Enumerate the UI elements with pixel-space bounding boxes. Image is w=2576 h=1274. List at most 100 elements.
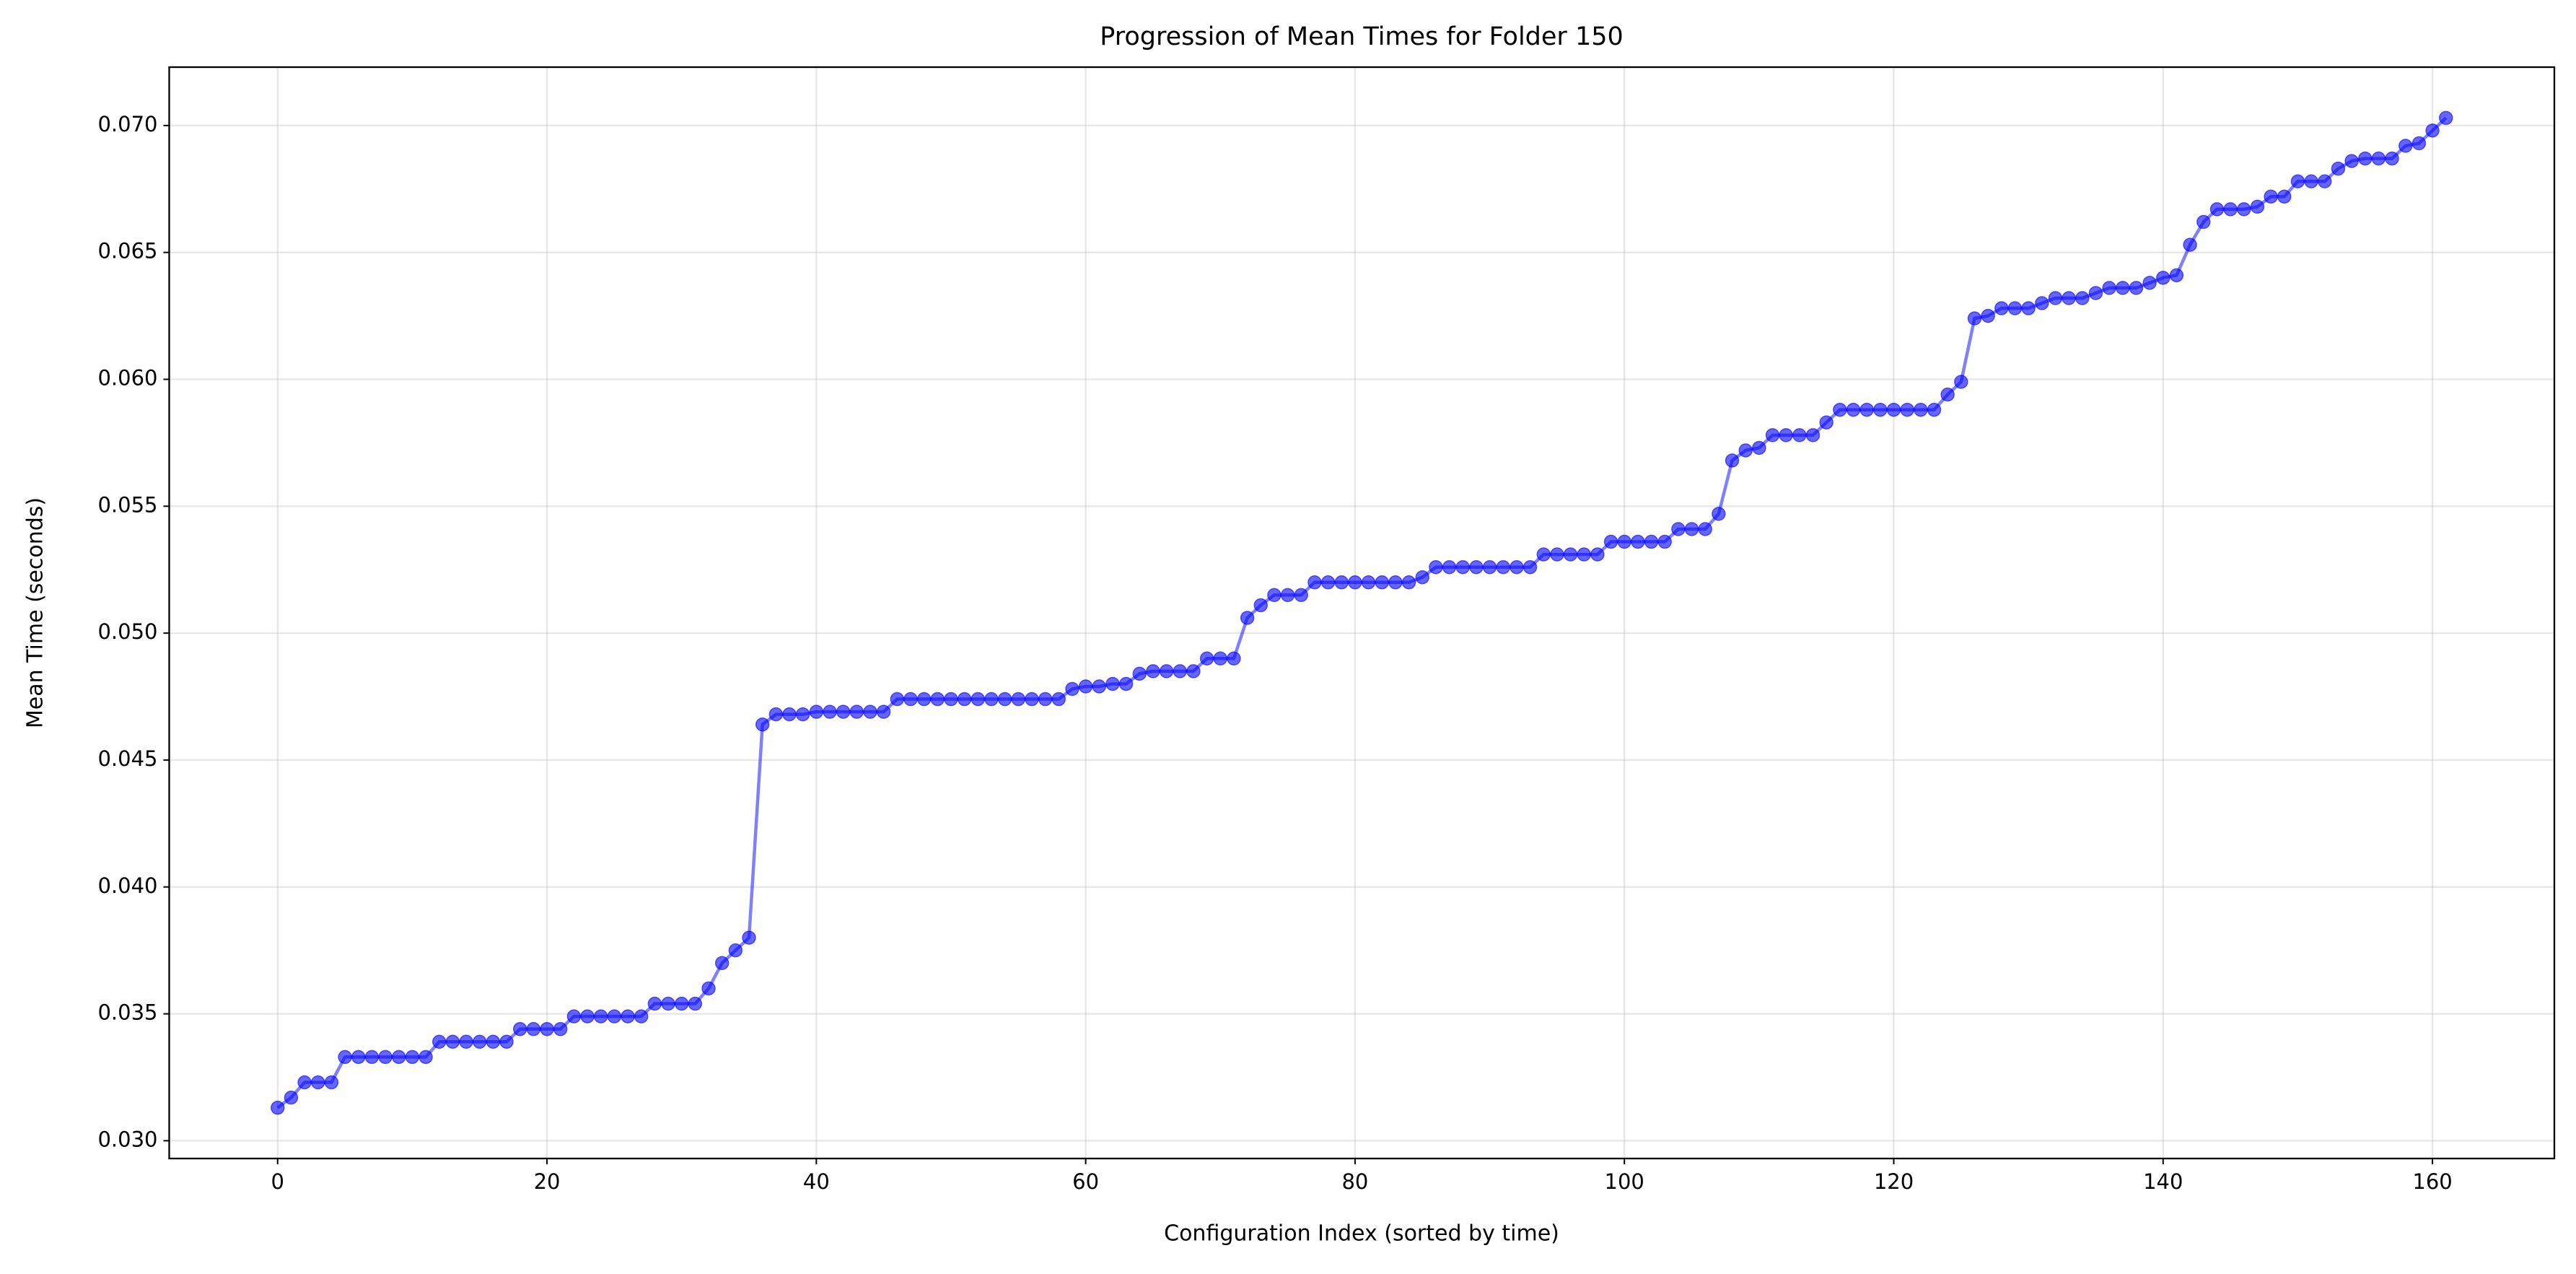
data-point [916, 691, 932, 707]
data-point [1510, 559, 1524, 575]
data-point [2398, 139, 2413, 153]
y-tick-label: 0.065 [97, 239, 157, 263]
data-point [2290, 174, 2305, 188]
data-point [2344, 154, 2359, 168]
data-point [419, 1050, 433, 1065]
data-point [755, 717, 770, 732]
data-point [431, 1034, 447, 1050]
data-point [701, 981, 716, 996]
y-tick-label: 0.045 [97, 746, 157, 771]
data-point [930, 691, 945, 707]
data-point [1213, 651, 1228, 666]
data-point [768, 707, 784, 722]
data-point [1914, 402, 1928, 417]
data-point [1523, 559, 1538, 575]
x-tick-label: 120 [1874, 1169, 1914, 1194]
data-point [1805, 428, 1821, 442]
data-point [2075, 291, 2090, 305]
data-point [1146, 664, 1160, 679]
data-point [1940, 387, 1955, 402]
x-tick-label: 140 [2143, 1169, 2183, 1194]
data-point [2048, 291, 2063, 305]
data-point [1550, 547, 1564, 562]
data-point [2021, 301, 2036, 315]
data-point [405, 1050, 420, 1065]
data-point [1886, 402, 1901, 417]
data-point [2331, 161, 2346, 176]
data-point [876, 704, 891, 719]
data-point [1429, 559, 1443, 575]
y-tick-label: 0.050 [97, 619, 157, 644]
data-point [1967, 311, 1982, 326]
data-point [1253, 598, 1269, 613]
x-tick-label: 100 [1605, 1169, 1644, 1194]
plot-area [271, 110, 2453, 1115]
data-point [2116, 281, 2130, 295]
data-point [351, 1050, 366, 1065]
data-point [1348, 575, 1362, 590]
data-point [1671, 522, 1686, 536]
data-point [2318, 174, 2332, 188]
data-point [1590, 547, 1605, 562]
data-point [957, 691, 972, 707]
y-tick-label: 0.055 [97, 492, 157, 517]
data-point [1199, 651, 1214, 666]
data-point [1065, 681, 1079, 697]
data-point [1644, 534, 1659, 549]
data-point [445, 1034, 460, 1050]
data-point [1415, 570, 1429, 585]
data-point [1846, 402, 1861, 417]
data-point [512, 1021, 527, 1037]
data-point [2062, 291, 2076, 305]
data-point [1631, 534, 1645, 549]
data-point [1927, 402, 1942, 417]
data-point [1833, 402, 1847, 417]
data-point [782, 707, 797, 722]
data-point [1227, 651, 1241, 666]
data-point [1873, 402, 1888, 417]
data-point [890, 691, 905, 707]
data-point [1617, 534, 1631, 549]
data-point [944, 691, 958, 707]
data-point [1577, 547, 1591, 562]
data-point [1051, 691, 1066, 707]
data-point [2385, 151, 2399, 166]
data-point [310, 1075, 325, 1090]
y-tick-label: 0.070 [97, 112, 157, 136]
data-point [486, 1034, 501, 1050]
data-point [1819, 415, 1834, 430]
data-point [2250, 199, 2265, 214]
data-point [2209, 202, 2225, 217]
y-tick-label: 0.035 [97, 1000, 157, 1025]
data-point [1563, 547, 1578, 562]
data-point [1779, 428, 1793, 442]
data-point [1954, 375, 1968, 389]
data-point [1994, 301, 2009, 315]
data-point [297, 1075, 312, 1090]
data-point [1482, 559, 1497, 575]
data-point [1455, 559, 1470, 575]
data-point [674, 996, 689, 1011]
data-point [2439, 110, 2453, 126]
x-tick-label: 20 [534, 1169, 561, 1194]
series-line [276, 116, 2448, 1109]
data-point [2371, 151, 2386, 166]
data-point [1320, 575, 1336, 590]
data-point [1186, 664, 1201, 679]
data-point [1307, 575, 1322, 590]
data-point [1334, 575, 1349, 590]
data-point [1738, 443, 1753, 458]
data-point [391, 1050, 406, 1065]
data-point [836, 704, 851, 719]
x-tick-label: 60 [1072, 1169, 1099, 1194]
data-point [2277, 189, 2292, 204]
y-tick-label: 0.040 [97, 873, 157, 898]
data-point [2304, 174, 2318, 188]
data-point [593, 1009, 608, 1024]
data-point [1132, 666, 1147, 681]
data-point [459, 1034, 473, 1050]
data-point [1011, 691, 1026, 707]
data-point [2035, 296, 2049, 310]
